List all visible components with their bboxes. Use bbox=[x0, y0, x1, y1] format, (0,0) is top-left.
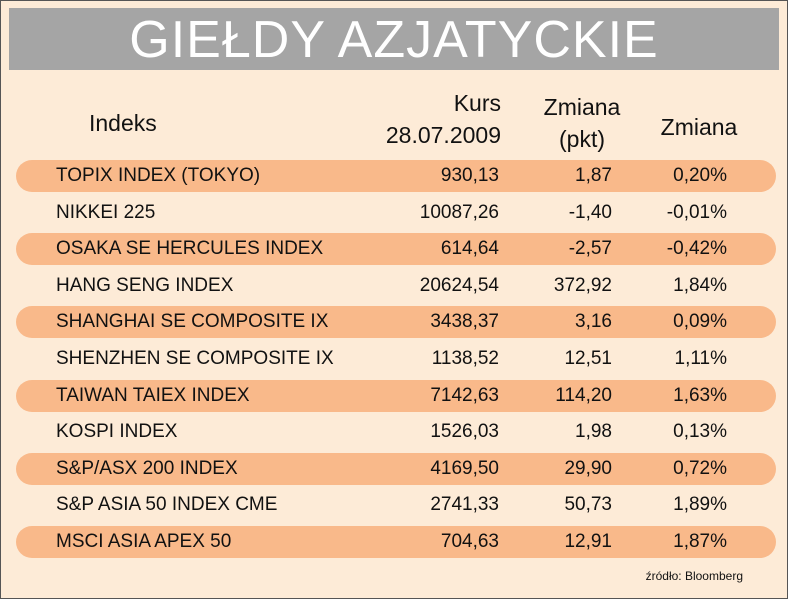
index-name: NIKKEI 225 bbox=[56, 201, 156, 223]
table-cell: 7142,63 bbox=[430, 384, 499, 406]
table-cell: 10087,26 bbox=[419, 201, 499, 223]
index-name: S&P/ASX 200 INDEX bbox=[56, 457, 238, 479]
index-name: SHANGHAI SE COMPOSITE IX bbox=[56, 311, 329, 333]
table-cell: -1,40 bbox=[568, 201, 612, 223]
table-cell: 614,64 bbox=[440, 238, 499, 260]
column-header: Zmiana bbox=[660, 114, 738, 140]
table-cell: -0,42% bbox=[666, 238, 727, 260]
index-name: TOPIX INDEX (TOKYO) bbox=[56, 165, 261, 186]
index-name: S&P ASIA 50 INDEX CME bbox=[56, 494, 278, 516]
index-name: TAIWAN TAIEX INDEX bbox=[56, 384, 250, 406]
table-cell: 372,92 bbox=[553, 274, 612, 296]
table-cell: 704,63 bbox=[440, 531, 499, 552]
row-highlight bbox=[16, 160, 776, 192]
table-cell: 20624,54 bbox=[419, 274, 499, 296]
table-cell: 3,16 bbox=[575, 311, 612, 333]
table-cell: 1526,03 bbox=[430, 421, 499, 443]
table-cell: 29,90 bbox=[564, 457, 612, 479]
row-highlight bbox=[16, 306, 776, 339]
index-name: MSCI ASIA APEX 50 bbox=[56, 531, 232, 552]
column-header: Indeks bbox=[89, 110, 157, 136]
table-cell: 0,09% bbox=[673, 311, 727, 333]
table-cell: 1,87 bbox=[575, 165, 612, 186]
table-cell: 3438,37 bbox=[430, 311, 499, 333]
table-cell: 1,84% bbox=[673, 274, 727, 296]
column-header: (pkt) bbox=[559, 126, 605, 152]
table-cell: 2741,33 bbox=[430, 494, 499, 516]
row-highlight bbox=[16, 452, 776, 485]
table-cell: 114,20 bbox=[555, 384, 612, 406]
table-cell: 50,73 bbox=[564, 494, 612, 516]
table-cell: 12,51 bbox=[564, 348, 612, 369]
column-header: Zmiana bbox=[543, 94, 621, 120]
row-highlight bbox=[16, 233, 776, 266]
index-name: OSAKA SE HERCULES INDEX bbox=[56, 238, 324, 260]
row-highlight bbox=[16, 526, 776, 558]
table-cell: 930,13 bbox=[440, 165, 499, 186]
index-name: HANG SENG INDEX bbox=[56, 274, 234, 296]
table-cell: 1,89% bbox=[673, 494, 727, 516]
index-name: SHENZHEN SE COMPOSITE IX bbox=[56, 348, 334, 369]
title: GIEŁDY AZJATYCKIE bbox=[9, 8, 779, 70]
table-cell: 4169,50 bbox=[430, 457, 499, 479]
table-cell: 1,98 bbox=[575, 421, 612, 443]
row-highlight bbox=[16, 379, 776, 412]
table-cell: 0,13% bbox=[673, 421, 727, 443]
table-cell: 1,11% bbox=[674, 348, 727, 369]
table-cell: -0,01% bbox=[666, 201, 727, 223]
column-header: Kurs bbox=[453, 90, 501, 116]
column-header: 28.07.2009 bbox=[385, 122, 501, 148]
table-cell: 1138,52 bbox=[431, 348, 499, 369]
table-cell: 0,72% bbox=[673, 457, 727, 479]
table-cell: -2,57 bbox=[568, 238, 612, 260]
table-cell: 12,91 bbox=[564, 531, 612, 552]
table-cell: 1,63% bbox=[673, 384, 727, 406]
table-cell: 0,20% bbox=[673, 165, 727, 186]
index-name: KOSPI INDEX bbox=[56, 421, 178, 443]
source-note: źródło: Bloomberg bbox=[645, 569, 743, 583]
table-cell: 1,87% bbox=[673, 531, 727, 552]
